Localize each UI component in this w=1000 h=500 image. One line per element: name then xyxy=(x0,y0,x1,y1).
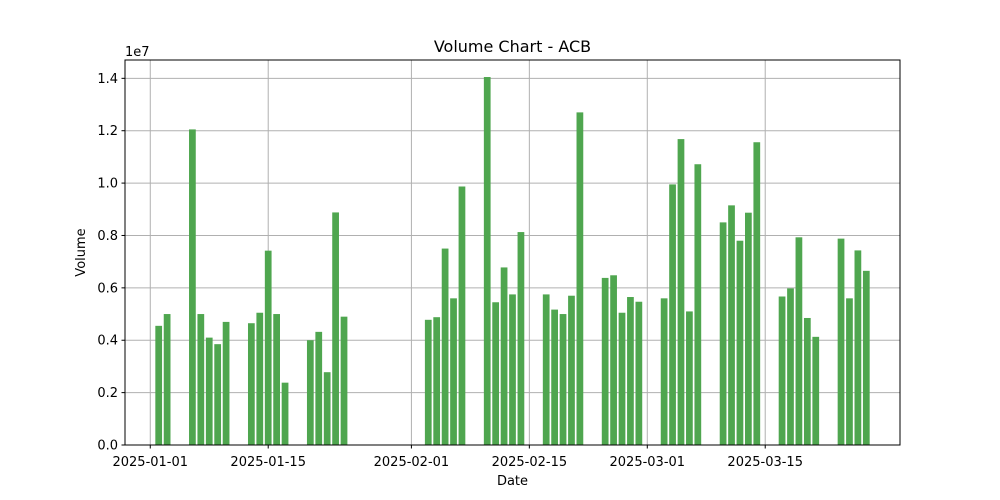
x-tick-label: 2025-02-01 xyxy=(374,455,450,470)
volume-bar xyxy=(323,372,331,445)
y-tick-label: 0.2 xyxy=(97,386,118,401)
volume-bar xyxy=(778,296,786,445)
volume-bar xyxy=(214,344,222,445)
volume-bar xyxy=(660,298,668,445)
volume-bar xyxy=(441,248,449,445)
y-tick-label: 1.2 xyxy=(97,124,118,139)
volume-bar xyxy=(256,312,264,445)
volume-bar xyxy=(483,77,491,446)
volume-bar xyxy=(736,240,744,445)
volume-bar xyxy=(719,222,727,445)
volume-bar xyxy=(500,267,508,445)
volume-bar xyxy=(551,309,558,445)
y-tick-label: 0.0 xyxy=(97,439,118,454)
volume-bar xyxy=(669,184,676,445)
volume-bar xyxy=(197,314,205,445)
volume-bar xyxy=(315,331,323,445)
y-offset-label: 1e7 xyxy=(125,45,150,60)
volume-bar xyxy=(163,314,171,445)
volume-bar xyxy=(745,212,752,445)
x-tick-label: 2025-03-01 xyxy=(610,455,686,470)
volume-bar xyxy=(458,186,466,445)
volume-bar xyxy=(509,294,516,445)
volume-bar xyxy=(306,340,314,445)
volume-bar xyxy=(517,232,525,445)
volume-bar xyxy=(635,301,643,445)
volume-bar xyxy=(677,139,685,445)
volume-bar xyxy=(846,298,853,445)
volume-bar xyxy=(837,238,845,445)
y-tick-label: 0.6 xyxy=(97,281,118,296)
volume-bar xyxy=(205,337,213,445)
volume-bar xyxy=(576,112,584,445)
volume-bar xyxy=(340,316,348,445)
plot-frame xyxy=(124,59,901,446)
volume-bar xyxy=(854,250,862,445)
volume-bar xyxy=(247,323,255,445)
volume-bar xyxy=(433,317,441,445)
y-tick-label: 0.8 xyxy=(97,229,118,244)
chart-title: Volume Chart - ACB xyxy=(434,37,591,56)
volume-bar xyxy=(812,336,820,445)
volume-bar xyxy=(610,275,617,445)
volume-bar xyxy=(568,295,575,445)
y-tick-label: 1.4 xyxy=(97,72,118,87)
volume-bar xyxy=(222,321,230,445)
volume-bar xyxy=(618,312,626,445)
x-tick-label: 2025-03-15 xyxy=(727,455,803,470)
volume-bar xyxy=(787,288,794,445)
volume-bar xyxy=(728,205,735,445)
volume-bar xyxy=(273,314,280,445)
volume-bar xyxy=(492,302,500,445)
volume-bar xyxy=(332,212,339,445)
volume-bar xyxy=(424,319,432,445)
bars xyxy=(155,77,870,446)
y-axis-label: Volume xyxy=(74,228,89,276)
axis-ticks: 0.0 0.2 0.4 0.6 0.8 1.0 1.2 1.4 2025-01-01 2025-0… xyxy=(97,72,803,470)
x-tick-label: 2025-01-15 xyxy=(230,455,306,470)
volume-bar xyxy=(795,237,803,445)
y-tick-label: 1.0 xyxy=(97,177,118,192)
volume-bar xyxy=(155,325,163,445)
y-tick-label: 0.4 xyxy=(97,334,118,349)
volume-bar xyxy=(694,164,702,445)
volume-bar xyxy=(281,382,289,445)
volume-bar xyxy=(627,297,634,445)
volume-bar xyxy=(803,317,811,445)
x-tick-label: 2025-01-01 xyxy=(112,455,188,470)
volume-bar xyxy=(450,298,457,445)
volume-bar xyxy=(862,270,870,445)
volume-bar xyxy=(559,314,567,445)
x-axis-label: Date xyxy=(497,474,528,489)
volume-bar xyxy=(264,250,272,445)
x-tick-label: 2025-02-15 xyxy=(492,455,568,470)
volume-bar xyxy=(189,129,196,445)
volume-bar xyxy=(542,294,550,445)
volume-bar xyxy=(753,142,761,445)
volume-bar xyxy=(601,277,609,445)
volume-bar xyxy=(686,311,693,445)
